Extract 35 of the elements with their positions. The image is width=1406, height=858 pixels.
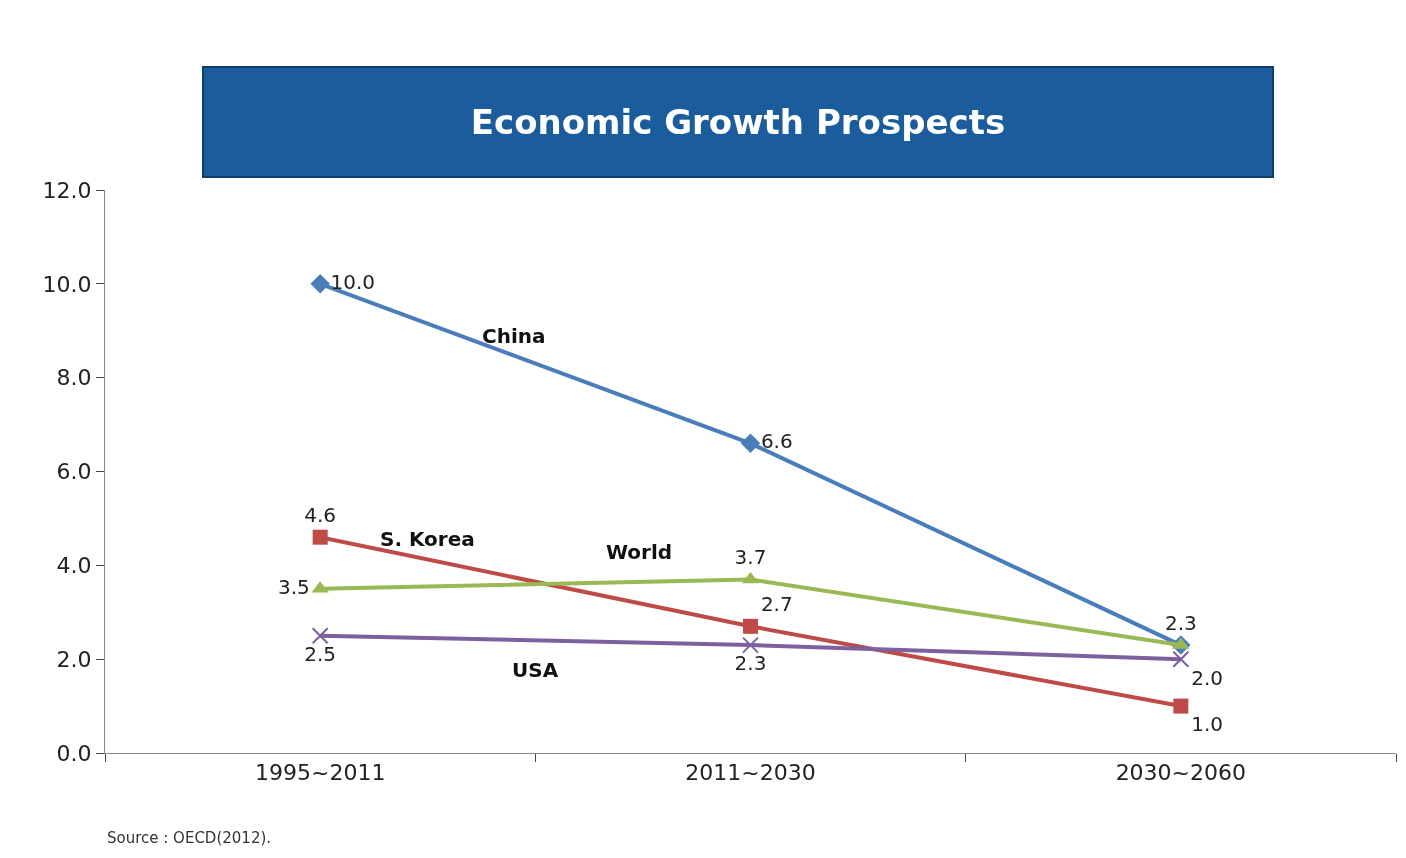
point xyxy=(1173,698,1189,714)
data-label: 3.7 xyxy=(734,545,767,570)
data-label: 6.6 xyxy=(760,429,793,454)
data-label: 2.0 xyxy=(1191,665,1224,690)
data-label: 1.0 xyxy=(1191,712,1224,737)
y-tick-label: 6.0 xyxy=(56,459,92,485)
y-tick-label: 10.0 xyxy=(42,271,92,297)
source-note: Source : OECD(2012). xyxy=(107,829,272,847)
data-label: 2.5 xyxy=(304,642,337,667)
y-tick-label: 8.0 xyxy=(56,365,92,391)
point xyxy=(743,618,758,634)
y-tick-label: 4.0 xyxy=(56,553,92,579)
point xyxy=(740,433,761,454)
point xyxy=(311,627,329,645)
data-label: 2.7 xyxy=(760,591,793,616)
x-tick-label: 2011~2030 xyxy=(685,760,816,786)
data-label: 10.0 xyxy=(330,269,376,294)
y-tick-label: 0.0 xyxy=(56,740,92,766)
chart-title: Economic Growth Prospects xyxy=(470,102,1006,142)
series-label: World xyxy=(606,540,673,564)
series-label: China xyxy=(482,324,546,348)
x-tick-label: 1995~2011 xyxy=(254,760,386,786)
point xyxy=(1172,650,1190,668)
point xyxy=(312,529,328,545)
data-label: 3.5 xyxy=(277,574,310,599)
series-label: S. Korea xyxy=(380,527,475,551)
data-label: 2.3 xyxy=(1164,610,1197,635)
data-label: 2.3 xyxy=(734,651,767,676)
point xyxy=(742,636,759,654)
x-tick-label: 2030~2060 xyxy=(1115,760,1247,786)
y-tick-label: 12.0 xyxy=(42,177,92,203)
data-label: 4.6 xyxy=(304,502,337,527)
point xyxy=(310,274,330,294)
y-tick-label: 2.0 xyxy=(56,646,92,672)
series-label: USA xyxy=(512,658,559,682)
